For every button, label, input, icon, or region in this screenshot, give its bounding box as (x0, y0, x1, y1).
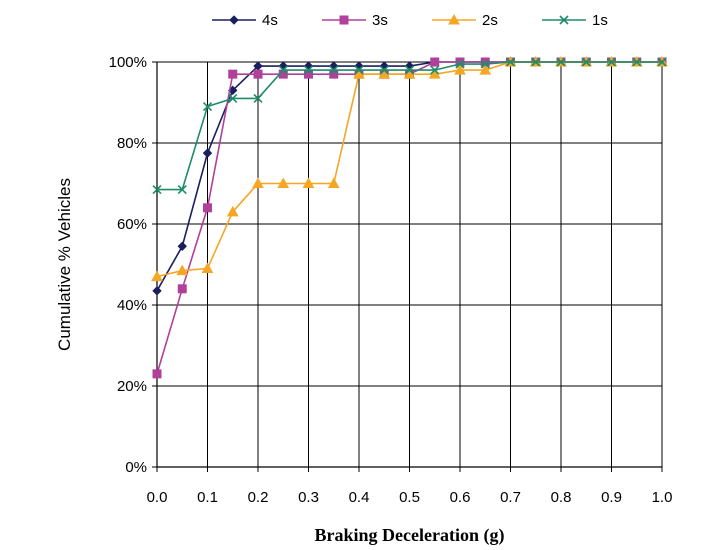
y-tick-label: 60% (117, 216, 147, 233)
legend-label: 3s (372, 12, 388, 29)
data-point (177, 241, 187, 251)
data-point (252, 177, 264, 188)
axes (152, 61, 663, 472)
data-point (152, 286, 162, 296)
y-tick-label: 80% (117, 135, 147, 152)
data-point (455, 59, 465, 69)
data-point (354, 65, 364, 75)
data-point (379, 65, 389, 75)
data-point (152, 369, 162, 379)
data-point (327, 177, 340, 188)
legend-label: 1s (592, 12, 608, 29)
data-point (531, 57, 541, 67)
data-point (329, 69, 339, 79)
legend-marker (229, 15, 239, 25)
data-point (632, 57, 642, 67)
data-point (303, 65, 314, 75)
data-point (253, 69, 263, 79)
data-point (329, 61, 339, 71)
x-tick-label: 0.4 (349, 489, 370, 506)
legend-item-4s: 4s (212, 12, 278, 29)
x-ticks: 0.0 0.1 0.2 0.3 0.4 0.5 0.6 0.7 0.8 0.9 1.0 (147, 489, 673, 506)
data-point (226, 205, 239, 217)
legend-marker (448, 13, 460, 25)
x-tick-label: 0.8 (551, 489, 572, 506)
data-point (480, 59, 490, 69)
data-point (202, 148, 213, 158)
x-tick-label: 0.9 (601, 489, 622, 506)
data-point (606, 57, 617, 67)
legend-item-2s: 2s (432, 12, 498, 29)
y-tick-label: 40% (117, 297, 147, 314)
data-point (203, 203, 212, 213)
data-point (303, 61, 314, 71)
data-point (657, 57, 667, 67)
x-tick-label: 0.7 (500, 489, 521, 506)
data-point (277, 177, 290, 188)
data-point (201, 262, 214, 274)
x-tick-label: 0.3 (298, 489, 319, 506)
x-tick-label: 0.0 (147, 489, 168, 506)
data-point (556, 57, 566, 67)
legend-marker (559, 15, 569, 25)
data-point (404, 65, 415, 75)
data-point (430, 65, 440, 75)
data-point (479, 64, 492, 75)
legend-marker (339, 15, 349, 25)
data-point (278, 61, 288, 71)
legend-label: 2s (482, 12, 498, 29)
data-point (202, 101, 213, 112)
data-point (177, 185, 187, 195)
legend-label: 4s (262, 12, 278, 29)
legend-item-1s: 1s (542, 12, 608, 29)
x-tick-label: 0.5 (399, 489, 420, 506)
data-point (151, 270, 163, 282)
data-point (176, 264, 189, 276)
y-tick-label: 0% (125, 459, 147, 476)
y-tick-label: 100% (109, 54, 147, 71)
series-1s (152, 57, 667, 195)
data-point (228, 69, 238, 79)
data-point (454, 64, 466, 75)
grid (156, 61, 663, 468)
data-point (581, 57, 591, 67)
y-ticks: 0% 20% 40% 60% 80% 100% (109, 54, 147, 476)
data-point (430, 57, 440, 67)
y-axis-label: Cumulative % Vehicles (55, 178, 74, 351)
data-point (278, 65, 288, 75)
data-point (505, 57, 516, 67)
data-point (302, 177, 315, 188)
series (151, 55, 668, 379)
x-tick-label: 0.6 (450, 489, 471, 506)
data-point (329, 65, 339, 75)
x-tick-label: 0.2 (248, 489, 269, 506)
y-tick-label: 20% (117, 378, 147, 395)
data-point (304, 69, 313, 79)
x-tick-label: 1.0 (652, 489, 673, 506)
data-point (177, 284, 187, 294)
data-point (253, 93, 263, 104)
data-point (228, 93, 238, 104)
legend: 4s 3s 2s 1s (212, 12, 608, 29)
x-axis-label: Braking Deceleration (g) (315, 525, 505, 546)
x-tick-label: 0.1 (197, 489, 218, 506)
data-point (152, 185, 162, 195)
legend-item-3s: 3s (322, 12, 388, 29)
